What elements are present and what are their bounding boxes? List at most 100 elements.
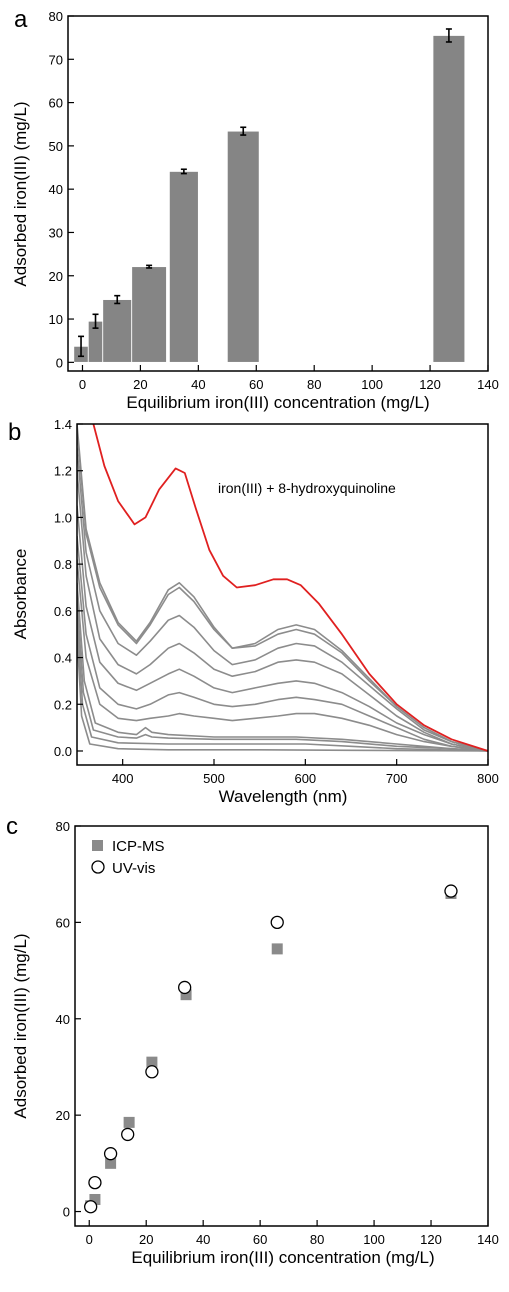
spectrum-line [77,559,488,752]
x-tick-label: 100 [361,377,383,392]
icp-ms-point [180,989,192,1001]
spectrum-line [77,470,488,752]
y-tick-label: 70 [49,52,63,67]
legend: ICP-MS UV-vis [91,838,165,877]
x-tick-label: 0 [86,1232,93,1247]
x-tick-label: 100 [363,1232,385,1247]
axis-ticks: 0 20 40 60 80 100 120 140 0 20 40 60 80 [56,819,499,1247]
legend-uv-vis-marker [91,860,105,874]
y-tick-label: 60 [56,915,70,930]
x-tick-label: 600 [294,771,316,786]
y-tick-label: 60 [49,96,63,111]
bar [102,299,133,363]
icp-ms-point [271,943,283,955]
panel-b: b 400 500 600 700 800 0.0 0.2 0.4 0.6 0.8 1.0 1.2 1.… [8,417,499,806]
x-tick-label: 60 [249,377,263,392]
y-tick-label: 30 [49,225,63,240]
spectrum-line [77,447,488,752]
y-tick-label: 50 [49,139,63,154]
y-tick-label: 20 [56,1108,70,1123]
panel-a: a 0 20 40 60 80 100 120 140 0 10 20 30 40 50 60 70 80 Eq… [11,6,499,412]
uv-vis-point [270,915,284,930]
y-axis-label: Adsorbed iron(III) (mg/L) [11,101,30,286]
icp-ms-point [105,1157,117,1169]
y-tick-label: 10 [49,312,63,327]
x-tick-label: 0 [79,377,86,392]
uv-vis-point [121,1127,135,1142]
spectrum-annotation: iron(III) + 8-hydroxyquinoline [218,480,396,496]
x-tick-label: 60 [253,1232,267,1247]
panel-letter-c: c [6,813,18,840]
legend-uv-vis-label: UV-vis [112,860,155,877]
x-tick-label: 500 [203,771,225,786]
x-tick-label: 40 [191,377,205,392]
x-tick-label: 800 [477,771,499,786]
spectra-series [77,424,488,752]
plot-frame [76,423,489,766]
x-tick-label: 40 [196,1232,210,1247]
axis-ticks: 400 500 600 700 800 0.0 0.2 0.4 0.6 0.8 1.0 1.2 1.4 [54,417,499,786]
bar [432,35,466,363]
x-tick-label: 20 [133,377,147,392]
panel-letter-b: b [8,419,21,446]
y-tick-label: 80 [56,819,70,834]
uv-vis-point [178,980,192,995]
axis-ticks: 0 20 40 60 80 100 120 140 0 10 20 30 40 50 60 70 80 [49,9,499,392]
spectrum-line [77,536,488,752]
x-axis-label: Equilibrium iron(III) concentration (mg/… [126,393,429,412]
spectrum-line [77,615,488,752]
x-axis-label: Wavelength (nm) [219,787,348,806]
x-tick-label: 120 [420,1232,442,1247]
panel-c: c 0 20 40 60 80 100 120 140 0 20 40 60 80 ICP-MS UV-… [6,813,499,1267]
y-tick-label: 1.2 [54,464,72,479]
spectrum-line [77,424,488,752]
x-tick-label: 700 [386,771,408,786]
x-tick-label: 140 [477,1232,499,1247]
y-tick-label: 1.4 [54,417,72,432]
y-tick-label: 40 [56,1012,70,1027]
plot-frame [67,15,489,372]
x-tick-label: 80 [310,1232,324,1247]
y-tick-label: 40 [49,182,63,197]
y-tick-label: 1.0 [54,510,72,525]
y-tick-label: 0.6 [54,604,72,619]
icp-ms-point [146,1056,158,1068]
y-tick-label: 0.2 [54,697,72,712]
x-tick-label: 120 [419,377,441,392]
icp-ms-point [89,1193,101,1205]
y-axis-label: Adsorbed iron(III) (mg/L) [11,933,30,1118]
uv-vis-point [84,1200,98,1214]
uv-vis-point [444,884,458,898]
bar-series [73,28,466,363]
bar [131,266,167,363]
spectrum-line [77,428,488,752]
spectrum-line [77,582,488,752]
plot-frame [74,825,489,1227]
bar [226,130,260,363]
spectrum-line [77,634,488,752]
y-tick-label: 0.8 [54,557,72,572]
scatter-series [84,884,458,1214]
spectrum-line [77,505,488,752]
y-tick-label: 0.4 [54,651,72,666]
icp-ms-point [123,1116,135,1128]
uv-vis-point [88,1175,102,1190]
x-tick-label: 400 [112,771,134,786]
y-axis-label: Absorbance [11,549,30,640]
y-tick-label: 0 [56,355,63,370]
uv-vis-point [103,1147,118,1161]
spectrum-line-reference [92,424,488,752]
spectrum-line [77,599,488,752]
uv-vis-point [145,1065,159,1079]
legend-icp-ms-marker [92,840,103,851]
y-tick-label: 0 [63,1205,70,1220]
y-tick-label: 80 [49,9,63,24]
x-axis-label: Equilibrium iron(III) concentration (mg/… [131,1248,434,1267]
y-tick-label: 20 [49,269,63,284]
legend-icp-ms-label: ICP-MS [112,838,165,855]
panel-letter-a: a [14,6,28,33]
y-tick-label: 0.0 [54,744,72,759]
bar [168,171,199,363]
